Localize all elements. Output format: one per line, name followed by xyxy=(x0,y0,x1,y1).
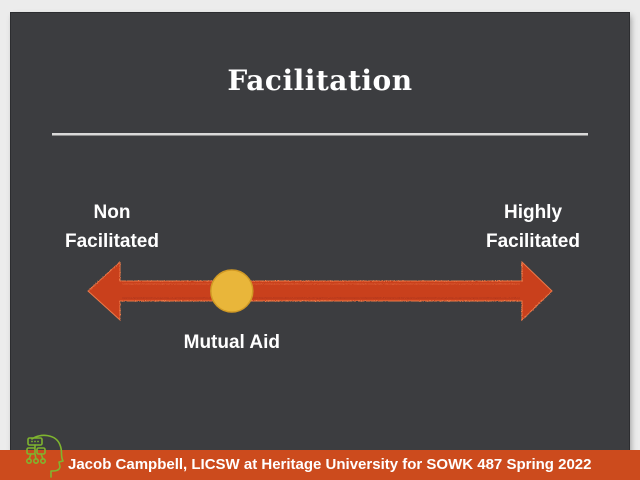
brain-gears-logo-icon xyxy=(26,434,64,478)
slide-title: Facilitation xyxy=(227,64,413,97)
double-arrow xyxy=(87,260,553,322)
right-pole-line-1: Highly xyxy=(503,202,563,223)
mutual-aid-marker xyxy=(210,269,254,313)
left-pole-line-1: Non xyxy=(93,202,131,223)
footer-credit: Jacob Campbell, LICSW at Heritage Univer… xyxy=(68,456,592,473)
double-arrow-shape xyxy=(87,260,553,322)
right-pole-line-2: Facilitated xyxy=(486,231,580,252)
left-pole-line-2: Facilitated xyxy=(65,231,159,252)
title-divider xyxy=(52,133,588,135)
right-pole-label: Highly Facilitated xyxy=(472,198,594,256)
footer-bar xyxy=(0,450,640,480)
mutual-aid-label: Mutual Aid xyxy=(183,332,281,353)
left-pole-label: Non Facilitated xyxy=(52,198,172,256)
slide-canvas xyxy=(11,13,629,453)
